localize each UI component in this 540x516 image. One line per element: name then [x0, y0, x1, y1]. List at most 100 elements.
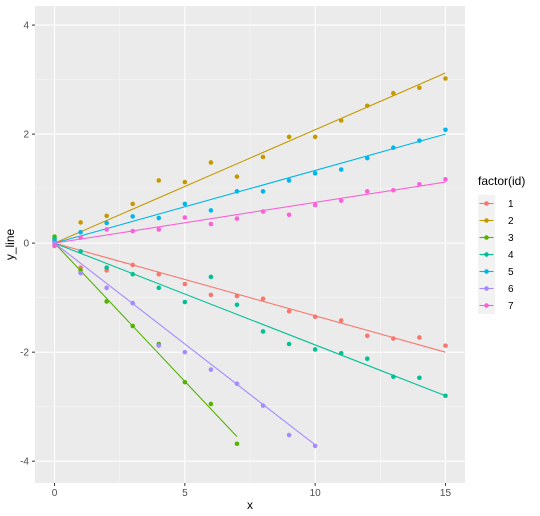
x-tick-label: 10	[310, 488, 322, 499]
point-series-3	[234, 441, 240, 447]
point-series-5	[104, 220, 109, 226]
legend-label-3: 3	[508, 233, 514, 244]
legend-label-4: 4	[508, 250, 514, 261]
point-series-7	[443, 177, 448, 182]
point-series-6	[104, 285, 109, 291]
point-series-1	[286, 308, 292, 314]
point-series-2	[234, 174, 240, 179]
point-series-4	[364, 356, 370, 362]
point-series-3	[130, 323, 136, 329]
point-series-4	[104, 265, 109, 270]
legend-label-6: 6	[508, 284, 514, 295]
point-series-2	[130, 201, 136, 207]
y-tick-label: -4	[20, 457, 29, 468]
legend-point-4	[484, 252, 489, 257]
point-series-2	[443, 76, 448, 81]
point-series-7	[156, 227, 162, 232]
major-gridlines	[35, 6, 465, 483]
data-points	[52, 76, 448, 449]
point-series-1	[443, 343, 448, 348]
point-series-2	[156, 178, 162, 183]
legend-point-7	[484, 303, 489, 308]
point-series-7	[391, 187, 396, 193]
y-tick-label: 0	[23, 239, 29, 250]
point-series-7	[182, 215, 188, 220]
legend-label-5: 5	[508, 267, 514, 278]
point-series-7	[52, 243, 57, 249]
point-series-5	[443, 127, 448, 133]
point-series-7	[130, 228, 136, 234]
point-series-5	[182, 201, 188, 207]
legend-label-7: 7	[508, 301, 514, 312]
point-series-1	[260, 296, 266, 302]
point-series-6	[286, 432, 292, 438]
point-series-4	[234, 302, 240, 308]
point-series-5	[130, 214, 136, 219]
point-series-6	[130, 300, 136, 306]
point-series-2	[182, 179, 188, 185]
legend-point-2	[484, 218, 489, 223]
point-series-7	[208, 221, 214, 227]
legend: factor(id) 1 2 3 4 5 6 7	[478, 174, 525, 314]
point-series-5	[78, 229, 83, 235]
y-axis-title: y_line	[3, 229, 17, 261]
point-series-5	[208, 208, 214, 213]
point-series-6	[234, 381, 240, 387]
point-series-2	[286, 134, 292, 140]
x-axis-ticks: 0 5 10 15	[52, 483, 452, 499]
legend-label-1: 1	[508, 199, 514, 210]
point-series-6	[78, 270, 83, 276]
point-series-4	[443, 393, 448, 399]
point-series-1	[208, 292, 214, 298]
fit-line-series-5	[54, 133, 446, 244]
y-tick-label: 2	[23, 130, 29, 141]
point-series-5	[156, 215, 162, 221]
point-series-1	[391, 336, 396, 341]
legend-point-1	[484, 201, 489, 206]
y-tick-label: -2	[20, 348, 29, 359]
point-series-7	[234, 216, 240, 221]
point-series-7	[104, 227, 109, 232]
point-series-2	[338, 118, 344, 123]
point-series-7	[417, 181, 422, 187]
fit-line-series-7	[54, 181, 446, 244]
point-series-6	[182, 349, 188, 355]
point-series-5	[260, 189, 266, 194]
legend-point-5	[484, 269, 489, 274]
point-series-4	[78, 249, 83, 254]
x-axis-title: x	[247, 498, 253, 512]
point-series-2	[208, 160, 214, 165]
point-series-5	[364, 155, 370, 161]
point-series-5	[312, 171, 318, 176]
point-series-6	[156, 343, 162, 348]
point-series-2	[364, 103, 370, 109]
point-series-1	[338, 318, 344, 323]
point-series-5	[234, 189, 240, 194]
point-series-7	[260, 209, 266, 214]
point-series-4	[391, 374, 396, 379]
point-series-3	[182, 379, 188, 385]
point-series-4	[260, 329, 266, 334]
point-series-2	[391, 90, 396, 96]
point-series-4	[130, 271, 136, 277]
point-series-7	[78, 235, 83, 240]
point-series-4	[417, 375, 422, 381]
y-axis-ticks: -4 -2 0 2 4	[20, 21, 35, 468]
y-tick-label: 4	[23, 21, 29, 32]
fit-line-series-3	[54, 242, 238, 438]
point-series-2	[260, 154, 266, 160]
x-tick-label: 5	[182, 488, 188, 499]
point-series-4	[156, 285, 162, 291]
point-series-7	[286, 212, 292, 218]
point-series-7	[364, 189, 370, 194]
legend-point-6	[484, 286, 489, 291]
fit-line-series-2	[54, 72, 446, 244]
point-series-2	[104, 213, 109, 219]
fit-lines	[54, 72, 446, 446]
point-series-7	[338, 198, 344, 203]
point-series-5	[286, 178, 292, 183]
x-tick-label: 15	[440, 488, 452, 499]
point-series-2	[78, 220, 83, 225]
x-tick-label: 0	[52, 488, 58, 499]
point-series-7	[312, 202, 318, 208]
